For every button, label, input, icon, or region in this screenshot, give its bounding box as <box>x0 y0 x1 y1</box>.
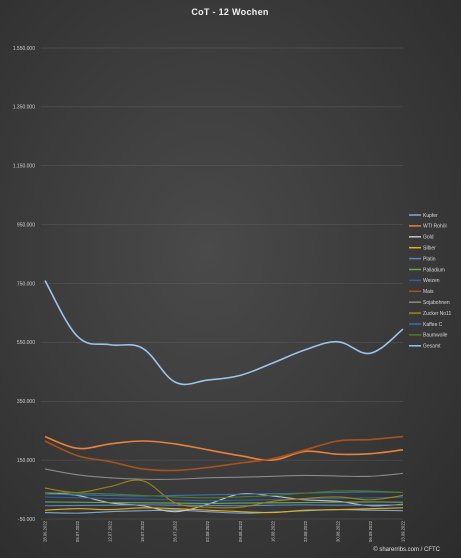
y-tick-label: 1.550.000 <box>13 46 35 52</box>
y-tick-label: 1.350.000 <box>13 105 35 111</box>
y-axis: -50.000 150.000 350.000 550.000 750.000 950.0… <box>13 46 35 523</box>
x-tick-label: 12.07.2022 <box>108 520 113 542</box>
x-tick-label: 30.08.2022 <box>335 520 340 542</box>
series-line <box>44 507 404 514</box>
x-axis: 28.06.2022 05.07.2022 12.07.2022 19.07.2022… <box>43 520 406 542</box>
x-tick-label: 09.08.2022 <box>238 520 243 542</box>
legend-entry: Mais <box>423 289 434 295</box>
legend: Kupfer WTI Rohöl Gold Silber Platin Palladium… <box>409 213 451 350</box>
source-credit: © sharerribs.com / CFTC <box>373 546 440 553</box>
series-line <box>44 479 404 509</box>
series-line <box>44 496 404 502</box>
series-line <box>44 468 404 481</box>
legend-entry: Palladium <box>423 267 445 273</box>
x-tick-label: 19.07.2022 <box>140 520 145 542</box>
x-tick-label: 28.06.2022 <box>43 520 48 542</box>
series-line <box>44 435 404 462</box>
legend-entry: WTI Rohöl <box>423 224 447 230</box>
series-line <box>44 280 404 386</box>
legend-entry: Kupfer <box>423 213 438 219</box>
series-line <box>44 501 404 504</box>
legend-entry: Platin <box>423 256 436 262</box>
legend-entry: Weizen <box>423 278 440 284</box>
legend-entry: Silber <box>423 246 436 252</box>
x-tick-label: 05.07.2022 <box>75 520 80 542</box>
legend-entry: Kaffee C <box>423 322 443 328</box>
series-line <box>44 504 404 507</box>
x-tick-label: 06.09.2022 <box>368 520 373 542</box>
grid-lines <box>41 47 403 520</box>
legend-entry: Baumwolle <box>423 333 448 339</box>
y-tick-label: 750.000 <box>17 281 35 287</box>
series-line <box>44 435 404 472</box>
x-tick-label: 26.07.2022 <box>173 520 178 542</box>
legend-entry: Zucker No11 <box>423 311 451 317</box>
y-tick-label: -50.000 <box>18 517 35 523</box>
legend-entry: Gold <box>423 235 434 241</box>
x-tick-label: 23.08.2022 <box>303 520 308 542</box>
y-tick-label: 950.000 <box>17 222 35 228</box>
y-tick-label: 550.000 <box>17 340 35 346</box>
plot-area <box>44 280 404 514</box>
y-tick-label: 150.000 <box>17 458 35 464</box>
legend-entry: Gesamt <box>423 344 441 350</box>
x-tick-label: 02.08.2022 <box>205 520 210 542</box>
series-line <box>44 490 404 499</box>
x-tick-label: 16.08.2022 <box>270 520 275 542</box>
x-tick-label: 13.09.2022 <box>401 520 406 542</box>
legend-entry: Sojabohnen <box>423 300 450 306</box>
series-line <box>44 491 404 497</box>
y-tick-label: 350.000 <box>17 399 35 405</box>
chart-title: CoT - 12 Wochen <box>191 7 268 17</box>
y-tick-label: 1.150.000 <box>13 164 35 170</box>
